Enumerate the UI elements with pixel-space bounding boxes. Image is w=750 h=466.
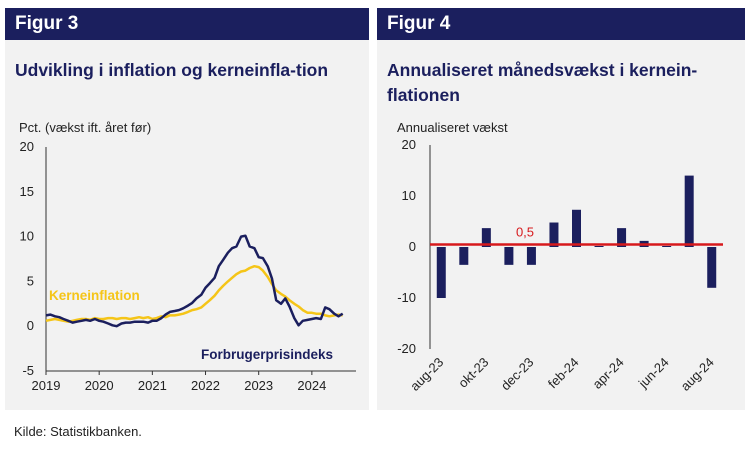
series-label-kerneinflation: Kerneinflation xyxy=(49,288,140,303)
figure-3-label: Figur 3 xyxy=(5,8,369,40)
y-tick-label: -5 xyxy=(22,363,34,378)
bar-okt-23 xyxy=(481,228,491,247)
y-tick-label: 10 xyxy=(402,188,416,203)
x-tick-label: 2023 xyxy=(244,378,273,393)
source-note: Kilde: Statistikbanken. xyxy=(14,424,142,439)
y-tick-label: 10 xyxy=(20,229,34,244)
figure-3-title: Udvikling i inflation og kerneinfla-tion xyxy=(15,60,329,80)
bar-dec-23 xyxy=(526,247,536,265)
x-tick-label: apr-24 xyxy=(590,355,627,392)
bar-apr-24 xyxy=(617,228,627,247)
y-tick-label: 15 xyxy=(20,184,34,199)
x-tick-label: jun-24 xyxy=(635,355,672,392)
x-tick-label: okt-23 xyxy=(455,355,491,391)
bar-feb-24 xyxy=(572,209,581,247)
figure-4-bar-chart: 20 10 0 -10 -20 0,5 aug-23 okt-23 dec-23 feb-24 ap… xyxy=(397,137,723,394)
figure-4-panel: Figur 4 Annualiseret månedsvækst i kerne… xyxy=(377,8,745,410)
bar-jan-24 xyxy=(549,222,559,247)
x-tick-label: dec-23 xyxy=(498,355,537,394)
bar-mar-24 xyxy=(594,245,604,247)
x-tick-label: 2020 xyxy=(85,378,114,393)
y-tick-label: -10 xyxy=(397,290,416,305)
x-tick-label: 2022 xyxy=(191,378,220,393)
figure-3-y-axis-label: Pct. (vækst ift. året før) xyxy=(19,120,152,135)
y-tick-label: 0 xyxy=(27,318,34,333)
series-label-forbrugerprisindeks: Forbrugerprisindeks xyxy=(201,347,333,362)
bar-jun-24 xyxy=(662,245,672,247)
y-tick-label: 20 xyxy=(402,137,416,152)
y-tick-label: 0 xyxy=(409,239,416,254)
x-tick-label: 2019 xyxy=(32,378,61,393)
figure-3-panel: Figur 3 Udvikling i inflation og kernein… xyxy=(5,8,369,410)
x-tick-label: aug-23 xyxy=(407,355,446,394)
reference-line-label: 0,5 xyxy=(516,224,534,239)
x-tick-label: feb-24 xyxy=(545,355,582,392)
x-tick-label: 2024 xyxy=(297,378,326,393)
series-line-forbrugerprisindeks xyxy=(45,234,344,328)
x-tick-label: 2021 xyxy=(138,378,167,393)
y-tick-label: 20 xyxy=(20,139,34,154)
figure-4-label: Figur 4 xyxy=(377,8,745,40)
y-tick-label: 5 xyxy=(27,273,34,288)
x-tick-label: aug-24 xyxy=(678,355,717,394)
bar-aug-24 xyxy=(707,247,717,288)
bar-aug-23 xyxy=(436,247,446,298)
bar-jul-24 xyxy=(684,175,694,247)
figure-4-title: Annualiseret månedsvækst i kernein-flati… xyxy=(387,60,698,105)
y-tick-label: -20 xyxy=(397,341,416,356)
bar-nov-23 xyxy=(504,247,514,265)
figure-4-y-axis-label: Annualiseret vækst xyxy=(397,120,508,135)
bar-sep-23 xyxy=(459,247,469,265)
